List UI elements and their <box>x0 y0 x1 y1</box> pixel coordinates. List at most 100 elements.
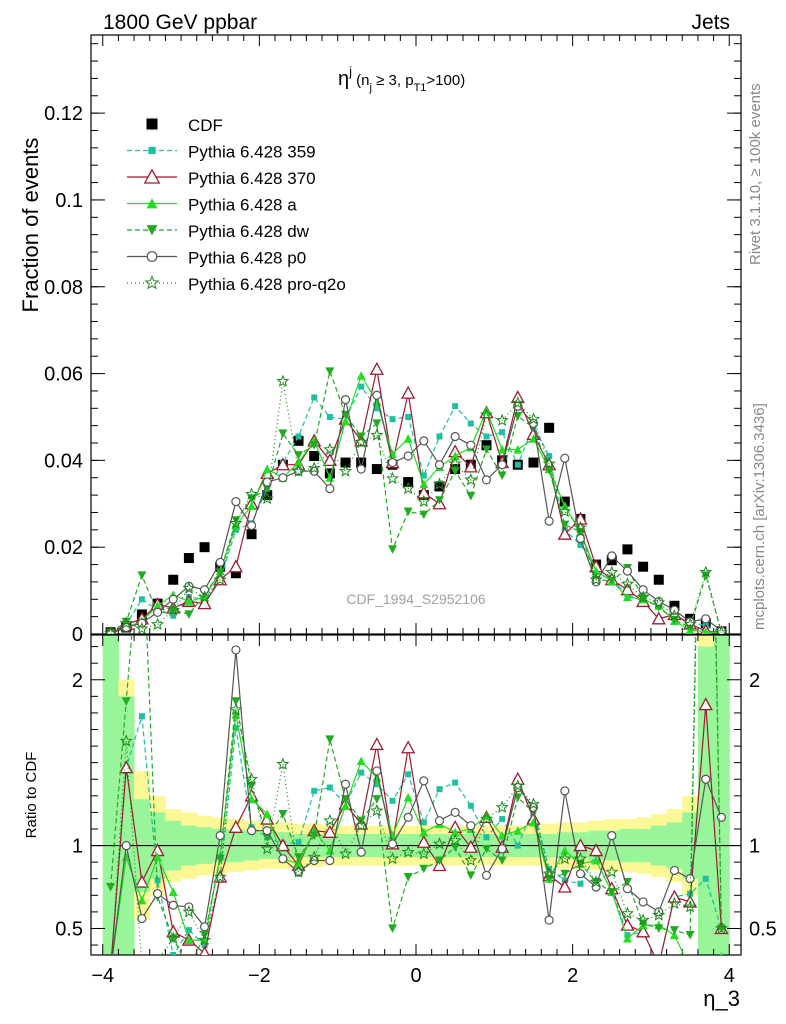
data-point <box>575 533 586 544</box>
ratio-point <box>262 809 272 819</box>
title-open: (n <box>352 72 370 89</box>
ratio-point <box>622 933 632 943</box>
ratio-point <box>386 851 399 865</box>
data-point <box>213 572 227 586</box>
ratio-point <box>481 844 491 854</box>
ratio-point <box>231 697 241 706</box>
watermark: CDF_1994_S2952106 <box>346 591 486 607</box>
ratio-point <box>156 953 159 955</box>
data-point <box>262 477 272 487</box>
data-point <box>419 436 429 446</box>
data-point <box>403 434 413 443</box>
data-point <box>340 395 351 405</box>
ratio-point <box>622 884 633 894</box>
ratio-point <box>636 913 650 926</box>
ratio-line <box>110 635 722 955</box>
data-point <box>246 529 257 540</box>
data-point <box>356 371 366 380</box>
ratio-point <box>137 961 147 971</box>
data-point <box>466 491 476 501</box>
y-tick-label: 0.04 <box>44 450 83 472</box>
data-point <box>511 396 525 409</box>
ratio-point <box>182 905 196 918</box>
data-point <box>278 473 288 483</box>
ratio-point <box>466 871 476 880</box>
ratio-point <box>669 926 679 935</box>
ratio-point <box>591 882 601 892</box>
data-point <box>339 464 352 477</box>
ratio-point <box>388 831 398 840</box>
ratio-point <box>152 889 163 899</box>
title-tsub: T1 <box>414 82 427 94</box>
data-point <box>138 596 145 603</box>
data-point <box>197 590 212 603</box>
ratio-point <box>511 779 525 792</box>
data-point <box>228 559 243 573</box>
ratio-point <box>166 931 180 945</box>
ratio-point <box>701 61 712 71</box>
data-point <box>497 460 507 470</box>
ratio-point <box>716 812 727 822</box>
data-point <box>371 464 382 475</box>
ratio-point <box>184 964 193 973</box>
data-point <box>373 405 380 412</box>
ratio-point <box>370 803 384 817</box>
data-point <box>260 491 274 505</box>
data-point <box>184 596 194 606</box>
ratio-point <box>544 915 554 925</box>
ratio-point <box>620 917 635 931</box>
ratio-point <box>403 792 413 802</box>
x-tick-label: −2 <box>248 965 271 987</box>
legend-marker <box>146 225 158 236</box>
ratio-point <box>513 826 523 835</box>
ratio-y-tick-label-right: 2 <box>749 670 760 692</box>
legend-label: CDF <box>188 116 223 135</box>
data-point <box>150 617 165 630</box>
ratio-point <box>401 740 416 754</box>
data-point <box>370 428 384 441</box>
ratio-point <box>560 786 570 796</box>
ratio-point <box>510 771 525 785</box>
data-point <box>526 412 540 425</box>
data-point <box>137 571 147 580</box>
series-line <box>110 385 722 634</box>
data-point <box>714 625 729 634</box>
ratio-point <box>667 889 682 903</box>
ratio-point <box>340 779 351 789</box>
data-point <box>372 390 382 400</box>
data-point <box>247 501 257 511</box>
ratio-point <box>246 826 257 836</box>
data-point <box>325 473 335 482</box>
ratio-point <box>652 908 666 921</box>
ratio-point <box>213 870 227 883</box>
ratio-point <box>138 713 145 720</box>
legend-label: Pythia 6.428 p0 <box>188 249 306 268</box>
ratio-point <box>702 875 709 882</box>
title-eta: η <box>338 68 349 90</box>
series-line <box>110 395 722 634</box>
data-point <box>419 510 429 520</box>
y-tick-label: 0.12 <box>44 103 83 125</box>
ratio-point <box>153 852 163 862</box>
ratio-point <box>358 769 365 776</box>
data-point <box>341 416 351 426</box>
ratio-point <box>247 781 257 791</box>
header-left-label: 1800 GeV ppbar <box>103 11 257 34</box>
ratio-point <box>514 842 521 849</box>
data-point <box>197 596 212 610</box>
data-point <box>495 413 509 427</box>
y-tick-label: 0 <box>72 624 83 646</box>
title-mid: ≥ 3, p <box>372 72 414 89</box>
ratio-bands <box>102 635 730 955</box>
ratio-point <box>434 856 444 865</box>
legend-marker <box>144 275 160 290</box>
data-point <box>121 617 131 627</box>
series-line <box>110 369 722 634</box>
legend-label: Pythia 6.428 a <box>188 196 297 215</box>
ratio-point <box>137 510 146 519</box>
ratio-point <box>403 873 413 882</box>
data-point <box>153 601 163 610</box>
legend-marker <box>146 198 158 209</box>
data-point <box>103 626 118 634</box>
